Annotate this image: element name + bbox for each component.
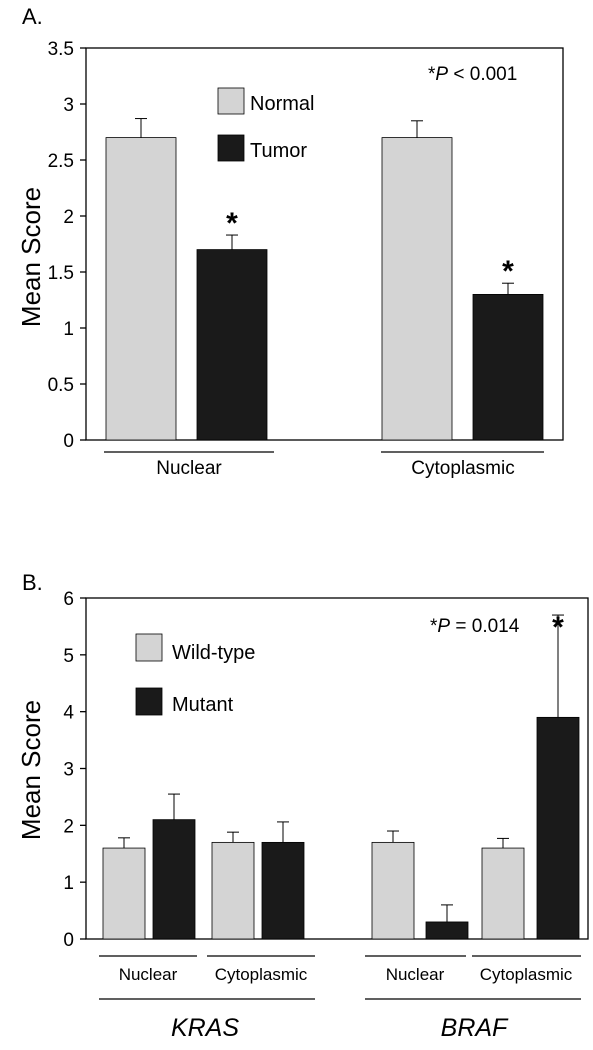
panel-b-error-bars (118, 614, 564, 922)
bar-mutant-0 (152, 819, 196, 940)
bar-mutant-1 (261, 841, 305, 940)
legend-swatch-mutant (135, 687, 163, 716)
y-tick-label: 0.5 (48, 375, 74, 396)
panel-a-label: A. (22, 4, 43, 29)
group-label-braf: BRAF (441, 1014, 509, 1042)
panel-a-plot-frame (85, 47, 564, 441)
bar-normal-1 (381, 137, 453, 441)
y-tick-label: 0 (63, 930, 74, 951)
annotation-prefix: * (430, 616, 438, 637)
panel-a-bars (105, 137, 544, 441)
category-label-nuclear: Nuclear (156, 458, 222, 479)
annotation-p: P (435, 64, 448, 85)
panel-a: A. Mean Score 00.511.522.533.5 ** Normal… (16, 4, 564, 479)
significance-star: * (226, 207, 238, 240)
panel-a-p-value-annotation: *P < 0.001 (428, 64, 517, 85)
y-tick-label: 2 (63, 207, 74, 228)
y-tick-label: 0 (63, 431, 74, 452)
y-tick-label: 1 (63, 319, 74, 340)
panel-a-y-axis-label: Mean Score (16, 187, 46, 327)
annotation-suffix: < 0.001 (448, 64, 517, 85)
group-label-kras: KRAS (171, 1014, 239, 1042)
annotation-p: P (437, 616, 450, 637)
subcategory-label-braf-cytoplasmic: Cytoplasmic (480, 965, 573, 984)
y-tick-label: 6 (63, 589, 74, 610)
legend-label-mutant: Mutant (172, 694, 234, 716)
panel-b-p-value-annotation: *P = 0.014 (430, 616, 520, 637)
annotation-prefix: * (428, 64, 436, 85)
legend-swatch-tumor (217, 134, 245, 162)
bar-wild-type-2 (371, 841, 415, 940)
legend-swatch-wild-type (135, 633, 163, 662)
legend-label-wild-type: Wild-type (172, 642, 255, 664)
bar-mutant-2 (425, 921, 469, 940)
annotation-suffix: = 0.014 (450, 616, 520, 637)
subcategory-label-braf-nuclear: Nuclear (386, 965, 445, 984)
y-tick-label: 3.5 (48, 39, 74, 60)
y-tick-label: 2.5 (48, 151, 74, 172)
y-tick-label: 5 (63, 646, 74, 667)
legend-label-tumor: Tumor (250, 140, 307, 162)
panel-a-significance-markers: ** (226, 207, 514, 288)
bar-mutant-3 (536, 716, 580, 940)
significance-star: * (552, 611, 564, 644)
y-tick-label: 1 (63, 873, 74, 894)
bar-tumor-1 (472, 293, 544, 441)
category-label-cytoplasmic: Cytoplasmic (411, 458, 514, 479)
panel-a-legend: Normal Tumor (217, 87, 314, 162)
bar-tumor-0 (196, 249, 268, 441)
y-tick-label: 3 (63, 95, 74, 116)
subcategory-label-kras-cytoplasmic: Cytoplasmic (215, 965, 308, 984)
panel-b-y-axis-label: Mean Score (16, 700, 46, 840)
y-tick-label: 1.5 (48, 263, 74, 284)
bar-wild-type-1 (211, 841, 255, 940)
bar-wild-type-0 (102, 847, 146, 940)
panel-a-y-ticks: 0 0.5 1 1.5 2 2.5 3 3.5 (48, 39, 86, 452)
panel-b: B. Mean Score 0 1 2 3 4 5 6 * Wild-type Mutant… (16, 570, 589, 1042)
panel-b-bars (102, 716, 580, 940)
legend-swatch-normal (217, 87, 245, 115)
significance-star: * (502, 255, 514, 288)
y-tick-label: 3 (63, 760, 74, 781)
panel-b-label: B. (22, 570, 43, 595)
subcategory-label-kras-nuclear: Nuclear (119, 965, 178, 984)
bar-wild-type-3 (481, 847, 525, 940)
panel-a-error-bars (135, 118, 514, 295)
panel-b-legend: Wild-type Mutant (135, 633, 255, 716)
y-tick-label: 2 (63, 816, 74, 837)
bar-normal-0 (105, 137, 177, 441)
y-tick-label: 4 (63, 703, 74, 724)
panel-b-y-ticks: 0 1 2 3 4 5 6 (63, 589, 86, 951)
legend-label-normal: Normal (250, 93, 314, 115)
panel-b-significance-markers: * (552, 611, 564, 644)
